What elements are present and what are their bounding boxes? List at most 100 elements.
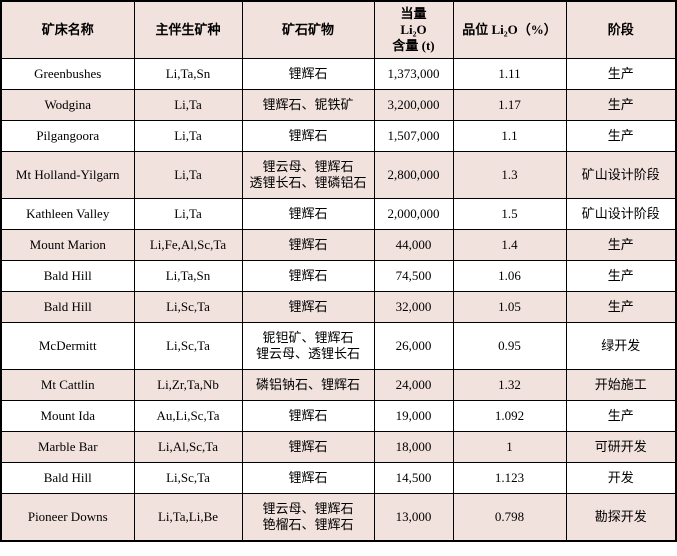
cell-stage: 生产	[565, 120, 677, 152]
cell-associated-minerals: Au,Li,Sc,Ta	[133, 400, 243, 432]
table-row: Bald Hill Li,Sc,Ta 锂辉石 14,500 1.123 开发	[0, 462, 677, 494]
table-row: Mt Cattlin Li,Zr,Ta,Nb 磷铝钠石、锂辉石 24,000 1.32 开…	[0, 369, 677, 401]
cell-ore-minerals: 磷铝钠石、锂辉石	[241, 369, 375, 401]
cell-ore-minerals: 锂辉石、铌铁矿	[241, 89, 375, 121]
table-row: Mount Marion Li,Fe,Al,Sc,Ta 锂辉石 44,000 1.4 生产	[0, 229, 677, 261]
cell-li2o-grade: 1.1	[452, 120, 567, 152]
cell-li2o-content: 2,800,000	[373, 151, 454, 199]
cell-stage: 生产	[565, 89, 677, 121]
cell-deposit-name: Mount Ida	[0, 400, 135, 432]
cell-ore-minerals: 锂辉石	[241, 120, 375, 152]
cell-deposit-name: Mount Marion	[0, 229, 135, 261]
table-row: Greenbushes Li,Ta,Sn 锂辉石 1,373,000 1.11 生产	[0, 58, 677, 90]
column-header-ore-minerals: 矿石矿物	[241, 0, 375, 59]
cell-stage: 绿开发	[565, 322, 677, 370]
cell-stage: 生产	[565, 260, 677, 292]
cell-li2o-content: 24,000	[373, 369, 454, 401]
table-row: Mt Holland-Yilgarn Li,Ta 锂云母、锂辉石 透锂长石、锂磷铝石…	[0, 151, 677, 199]
cell-stage: 生产	[565, 400, 677, 432]
table-row: Kathleen Valley Li,Ta 锂辉石 2,000,000 1.5 矿山设计阶…	[0, 198, 677, 230]
cell-li2o-grade: 1.5	[452, 198, 567, 230]
table-row: McDermitt Li,Sc,Ta 铌钽矿、锂辉石 锂云母、透锂长石 26,000 0…	[0, 322, 677, 370]
cell-stage: 开始施工	[565, 369, 677, 401]
cell-associated-minerals: Li,Ta,Li,Be	[133, 493, 243, 542]
table-header: 矿床名称 主伴生矿种 矿石矿物 当量 Li₂O 含量 (t) 品位 Li₂O（%） 阶段	[0, 0, 677, 59]
cell-li2o-content: 13,000	[373, 493, 454, 542]
cell-li2o-grade: 1.123	[452, 462, 567, 494]
cell-li2o-grade: 1.11	[452, 58, 567, 90]
cell-ore-minerals: 锂辉石	[241, 400, 375, 432]
cell-associated-minerals: Li,Ta	[133, 151, 243, 199]
cell-li2o-content: 32,000	[373, 291, 454, 323]
cell-li2o-content: 74,500	[373, 260, 454, 292]
cell-deposit-name: Mt Cattlin	[0, 369, 135, 401]
cell-ore-minerals: 锂云母、锂辉石 铯榴石、锂辉石	[241, 493, 375, 542]
cell-li2o-content: 19,000	[373, 400, 454, 432]
cell-li2o-grade: 1.05	[452, 291, 567, 323]
cell-stage: 生产	[565, 291, 677, 323]
cell-deposit-name: Pioneer Downs	[0, 493, 135, 542]
cell-associated-minerals: Li,Ta,Sn	[133, 58, 243, 90]
cell-associated-minerals: Li,Sc,Ta	[133, 322, 243, 370]
cell-deposit-name: Mt Holland-Yilgarn	[0, 151, 135, 199]
cell-ore-minerals: 锂辉石	[241, 58, 375, 90]
cell-associated-minerals: Li,Sc,Ta	[133, 462, 243, 494]
cell-deposit-name: Bald Hill	[0, 260, 135, 292]
cell-deposit-name: Kathleen Valley	[0, 198, 135, 230]
cell-li2o-content: 2,000,000	[373, 198, 454, 230]
column-header-associated-minerals: 主伴生矿种	[133, 0, 243, 59]
cell-associated-minerals: Li,Ta	[133, 198, 243, 230]
table-row: Bald Hill Li,Sc,Ta 锂辉石 32,000 1.05 生产	[0, 291, 677, 323]
cell-li2o-grade: 1.3	[452, 151, 567, 199]
cell-li2o-grade: 1.06	[452, 260, 567, 292]
cell-li2o-content: 14,500	[373, 462, 454, 494]
cell-deposit-name: McDermitt	[0, 322, 135, 370]
cell-li2o-grade: 1.4	[452, 229, 567, 261]
header-row: 矿床名称 主伴生矿种 矿石矿物 当量 Li₂O 含量 (t) 品位 Li₂O（%） 阶段	[0, 0, 677, 59]
cell-li2o-content: 1,507,000	[373, 120, 454, 152]
column-header-deposit-name: 矿床名称	[0, 0, 135, 59]
column-header-stage: 阶段	[565, 0, 677, 59]
table-row: Pilgangoora Li,Ta 锂辉石 1,507,000 1.1 生产	[0, 120, 677, 152]
cell-stage: 生产	[565, 229, 677, 261]
cell-li2o-content: 26,000	[373, 322, 454, 370]
cell-ore-minerals: 锂辉石	[241, 229, 375, 261]
cell-stage: 矿山设计阶段	[565, 151, 677, 199]
cell-associated-minerals: Li,Zr,Ta,Nb	[133, 369, 243, 401]
cell-associated-minerals: Li,Al,Sc,Ta	[133, 431, 243, 463]
cell-li2o-content: 1,373,000	[373, 58, 454, 90]
cell-li2o-grade: 0.798	[452, 493, 567, 542]
cell-deposit-name: Marble Bar	[0, 431, 135, 463]
cell-ore-minerals: 锂辉石	[241, 260, 375, 292]
cell-li2o-grade: 1.32	[452, 369, 567, 401]
table-body: Greenbushes Li,Ta,Sn 锂辉石 1,373,000 1.11 生产 Wod…	[0, 58, 677, 542]
cell-stage: 开发	[565, 462, 677, 494]
table-row: Marble Bar Li,Al,Sc,Ta 锂辉石 18,000 1 可研开发	[0, 431, 677, 463]
cell-li2o-grade: 1.092	[452, 400, 567, 432]
cell-ore-minerals: 锂辉石	[241, 291, 375, 323]
cell-ore-minerals: 锂辉石	[241, 462, 375, 494]
cell-deposit-name: Bald Hill	[0, 291, 135, 323]
cell-deposit-name: Wodgina	[0, 89, 135, 121]
cell-stage: 矿山设计阶段	[565, 198, 677, 230]
cell-deposit-name: Pilgangoora	[0, 120, 135, 152]
cell-ore-minerals: 锂云母、锂辉石 透锂长石、锂磷铝石	[241, 151, 375, 199]
cell-li2o-grade: 0.95	[452, 322, 567, 370]
cell-li2o-grade: 1	[452, 431, 567, 463]
column-header-li2o-content: 当量 Li₂O 含量 (t)	[373, 0, 454, 59]
cell-associated-minerals: Li,Ta,Sn	[133, 260, 243, 292]
cell-deposit-name: Bald Hill	[0, 462, 135, 494]
cell-ore-minerals: 铌钽矿、锂辉石 锂云母、透锂长石	[241, 322, 375, 370]
table-row: Pioneer Downs Li,Ta,Li,Be 锂云母、锂辉石 铯榴石、锂辉石 1…	[0, 493, 677, 542]
cell-associated-minerals: Li,Fe,Al,Sc,Ta	[133, 229, 243, 261]
table-row: Mount Ida Au,Li,Sc,Ta 锂辉石 19,000 1.092 生产	[0, 400, 677, 432]
cell-li2o-content: 18,000	[373, 431, 454, 463]
cell-li2o-content: 3,200,000	[373, 89, 454, 121]
cell-li2o-grade: 1.17	[452, 89, 567, 121]
lithium-deposits-table: 矿床名称 主伴生矿种 矿石矿物 当量 Li₂O 含量 (t) 品位 Li₂O（%） 阶段 …	[0, 0, 677, 542]
column-header-li2o-grade: 品位 Li₂O（%）	[452, 0, 567, 59]
cell-stage: 生产	[565, 58, 677, 90]
table-row: Wodgina Li,Ta 锂辉石、铌铁矿 3,200,000 1.17 生产	[0, 89, 677, 121]
cell-stage: 勘探开发	[565, 493, 677, 542]
cell-associated-minerals: Li,Ta	[133, 120, 243, 152]
